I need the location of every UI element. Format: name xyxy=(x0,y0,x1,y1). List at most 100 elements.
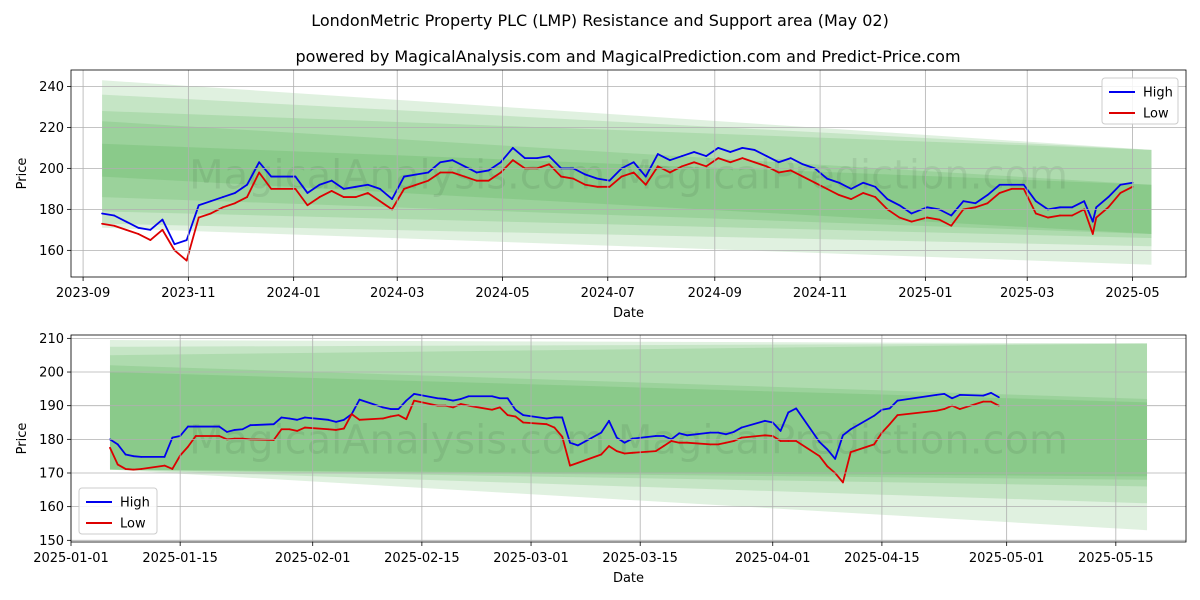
data-point xyxy=(1022,187,1025,190)
data-point xyxy=(669,171,671,174)
y-axis-label: Price xyxy=(15,423,30,455)
data-point xyxy=(1091,220,1094,223)
data-point xyxy=(413,393,415,395)
data-point xyxy=(662,445,665,447)
x-tick-label: 2025-04-15 xyxy=(844,551,920,566)
data-point xyxy=(669,159,671,162)
data-point xyxy=(439,161,442,164)
data-point xyxy=(113,224,116,227)
data-point xyxy=(873,443,876,446)
data-point xyxy=(896,414,899,417)
data-point xyxy=(197,204,200,207)
data-point xyxy=(342,196,345,198)
data-point xyxy=(950,224,953,227)
data-point xyxy=(475,171,478,174)
data-point xyxy=(499,171,502,174)
data-point xyxy=(910,220,913,223)
data-point xyxy=(709,443,712,446)
data-point xyxy=(506,414,509,417)
data-point xyxy=(452,406,454,409)
data-point xyxy=(656,153,659,155)
data-point xyxy=(1034,212,1037,215)
axes-frame xyxy=(70,69,1187,278)
data-point xyxy=(740,426,743,429)
data-point xyxy=(596,185,599,188)
data-point xyxy=(389,408,392,410)
data-point xyxy=(681,155,683,157)
data-point xyxy=(553,426,556,429)
data-point xyxy=(258,161,261,164)
data-point xyxy=(272,423,275,426)
x-tick-label: 2025-02-15 xyxy=(384,551,460,566)
data-point xyxy=(288,428,291,431)
data-point xyxy=(873,414,876,417)
data-point xyxy=(327,418,330,421)
data-point xyxy=(296,418,299,421)
data-point xyxy=(270,187,273,190)
data-point xyxy=(342,187,345,190)
band-3 xyxy=(102,121,1152,234)
x-axis-label: Date xyxy=(613,306,644,321)
data-point xyxy=(818,455,821,458)
data-point xyxy=(990,400,992,403)
data-point xyxy=(834,457,837,460)
data-point xyxy=(814,181,816,184)
series-line-low xyxy=(101,157,1133,262)
data-point xyxy=(246,183,248,186)
y-tick-label: 200 xyxy=(39,366,64,381)
data-point xyxy=(777,161,780,164)
data-point xyxy=(249,424,252,427)
data-point xyxy=(487,179,490,182)
data-point xyxy=(327,428,330,431)
data-point xyxy=(140,468,143,470)
data-point xyxy=(874,196,877,198)
x-tick-label: 2024-09 xyxy=(688,286,742,301)
data-point xyxy=(717,157,720,160)
data-point xyxy=(608,179,611,182)
data-point xyxy=(765,165,768,168)
data-point xyxy=(826,448,829,451)
series-low xyxy=(109,399,1000,484)
data-point xyxy=(600,431,603,434)
data-point xyxy=(608,445,610,447)
y-tick-label: 200 xyxy=(39,162,64,177)
data-point xyxy=(801,163,804,166)
data-point xyxy=(849,451,852,454)
legend: High Low xyxy=(1101,77,1179,125)
data-point xyxy=(1059,214,1061,217)
data-point xyxy=(910,212,913,215)
data-point xyxy=(221,206,224,209)
data-point xyxy=(569,441,571,444)
data-point xyxy=(729,151,732,153)
data-point xyxy=(678,432,681,435)
data-point xyxy=(116,463,119,466)
data-point xyxy=(561,416,564,419)
series-high xyxy=(109,391,1000,460)
data-point xyxy=(886,198,889,201)
data-point xyxy=(318,183,321,186)
band-1 xyxy=(109,343,1148,504)
data-point xyxy=(681,165,683,168)
band-0 xyxy=(102,80,1152,265)
data-point xyxy=(1071,214,1073,217)
y-tick-label: 210 xyxy=(39,332,64,347)
data-point xyxy=(838,194,840,196)
data-point xyxy=(998,183,1001,186)
data-point xyxy=(874,185,877,188)
data-point xyxy=(173,243,176,246)
data-point xyxy=(569,464,571,467)
data-point xyxy=(125,220,128,223)
data-point xyxy=(725,441,727,444)
data-point xyxy=(459,398,462,400)
data-point xyxy=(662,435,665,437)
data-point xyxy=(958,408,961,410)
data-point xyxy=(1034,200,1037,203)
data-point xyxy=(826,187,828,190)
data-point xyxy=(553,416,556,419)
data-point xyxy=(163,455,166,458)
data-point xyxy=(741,146,744,149)
data-point xyxy=(632,161,635,164)
data-point xyxy=(389,415,392,418)
data-point xyxy=(288,417,291,420)
y-tick-label: 220 xyxy=(39,121,64,136)
